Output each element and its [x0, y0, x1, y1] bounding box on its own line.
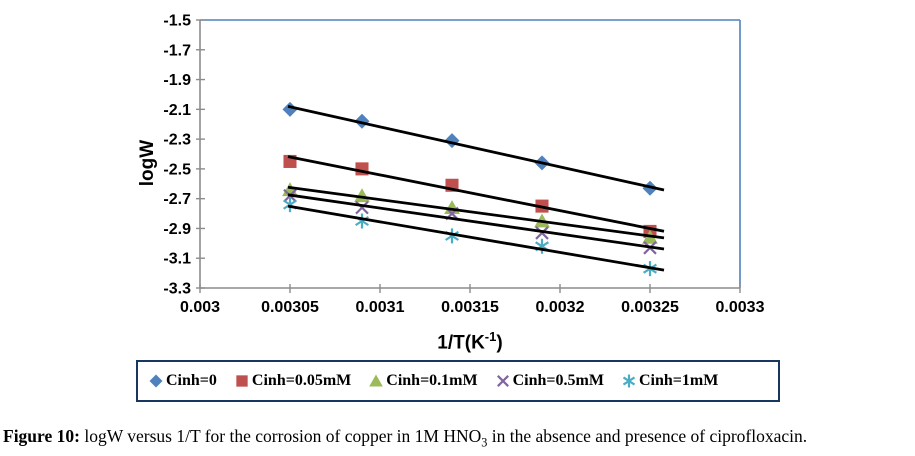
caption-text-end: in the absence and presence of ciproflox…	[487, 426, 808, 446]
legend-label: Cinh=0	[166, 372, 217, 389]
x-axis-title: 1/T(K-1)	[370, 329, 570, 354]
legend-item-cinh-1mm: Cinh=1mM	[621, 372, 718, 390]
y-tick-label: -1.9	[163, 72, 191, 89]
legend-item-cinh-0: Cinh=0	[148, 372, 217, 390]
x-marker-icon	[535, 226, 549, 240]
caption-text: logW versus 1/T for the corrosion of cop…	[79, 426, 482, 446]
x-marker-icon	[496, 375, 509, 387]
x-tick-label: 0.00305	[261, 299, 319, 316]
caption-label: Figure 10:	[3, 426, 80, 446]
asterisk-marker-icon	[622, 374, 636, 388]
x-marker-icon	[355, 200, 369, 215]
caption-subscript: 3	[481, 435, 488, 450]
y-tick-label: -2.1	[163, 102, 191, 119]
triangle-marker-icon	[369, 374, 384, 387]
x-tick-label: 0.0032	[536, 299, 585, 316]
legend-item-cinh-005mm: Cinh=0.05mM	[234, 372, 351, 390]
y-axis-title: logW	[137, 139, 158, 187]
series-Cinh=0	[282, 101, 658, 196]
x-tick-label: 0.0033	[716, 299, 765, 316]
triangle-marker-icon	[369, 374, 384, 387]
y-tick-label: -1.5	[163, 13, 191, 30]
diamond-marker-icon	[149, 374, 163, 388]
trendline-Cinh=0	[287, 105, 665, 192]
asterisk-marker-icon	[355, 213, 369, 229]
legend-item-cinh-01mm: Cinh=0.1mM	[368, 372, 478, 390]
y-tick-label: -3.1	[163, 251, 191, 268]
y-tick-label: -2.7	[163, 191, 191, 208]
asterisk-marker-icon	[622, 374, 636, 388]
y-tick-label: -3.3	[163, 281, 191, 298]
legend-item-cinh-05mm: Cinh=0.5mM	[495, 372, 604, 390]
legend: Cinh=0 Cinh=0.05mM Cinh=0.1mM Cinh=0.5mM…	[136, 360, 780, 402]
figure-caption: Figure 10: logW versus 1/T for the corro…	[3, 426, 913, 451]
trendline-Cinh=1mM	[287, 204, 665, 272]
legend-label: Cinh=0.05mM	[251, 372, 352, 389]
y-tick-label: -1.7	[163, 42, 191, 59]
y-tick-label: -2.9	[163, 221, 191, 238]
x-axis-title-close: )	[496, 332, 503, 354]
x-tick-label: 0.00325	[621, 299, 679, 316]
trendline-Cinh=0.5mM	[287, 193, 665, 251]
triangle-marker-icon	[444, 200, 460, 214]
legend-label: Cinh=1mM	[638, 372, 719, 389]
y-tick-label: -2.5	[163, 161, 191, 178]
x-tick-label: 0.00315	[441, 299, 499, 316]
trendline-Cinh=0.05mM	[287, 155, 665, 233]
x-axis-title-superscript: -1	[484, 329, 497, 344]
x-tick-label: 0.0031	[356, 299, 405, 316]
diamond-marker-icon	[282, 101, 298, 117]
x-axis-title-base: 1/T(K	[437, 332, 485, 354]
legend-label: Cinh=0.1mM	[386, 372, 478, 389]
x-marker-icon	[496, 375, 509, 387]
x-tick-label: 0.003	[180, 299, 220, 316]
square-marker-icon	[236, 375, 248, 387]
scatter-chart: 0.003 0.00305 0.0031 0.00315 0.0032 0.00325 0.…	[163, 13, 765, 317]
y-tick-label: -2.3	[163, 132, 191, 149]
diamond-marker-icon	[149, 374, 163, 388]
square-marker-icon	[236, 375, 248, 387]
legend-label: Cinh=0.5mM	[512, 372, 604, 389]
trendline-Cinh=0.1mM	[287, 185, 665, 240]
